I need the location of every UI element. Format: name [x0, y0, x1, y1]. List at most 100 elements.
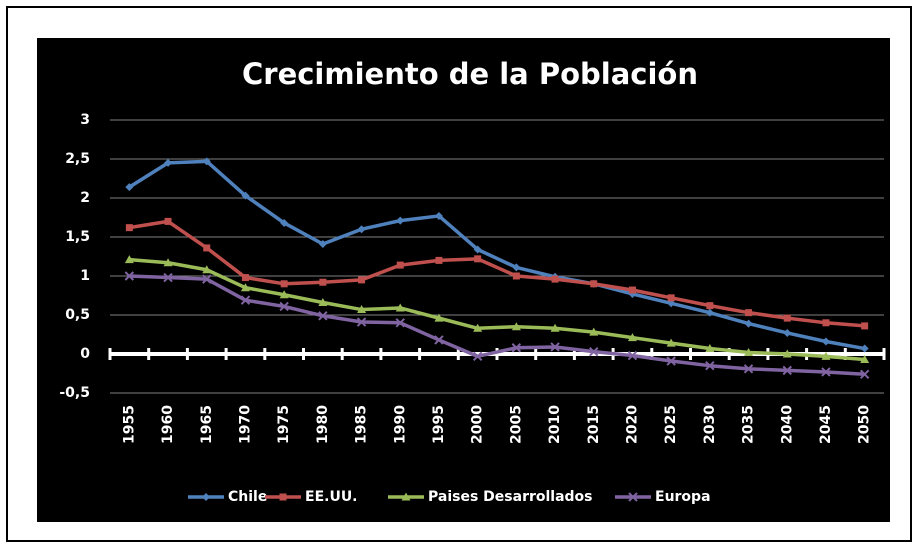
legend-label: Chile: [228, 489, 267, 505]
legend-label: Europa: [655, 489, 711, 505]
marker: [511, 322, 521, 331]
marker: [590, 280, 598, 288]
y-tick-label: 3: [80, 112, 90, 128]
marker: [705, 308, 714, 317]
x-tick-label: 2015: [586, 405, 602, 444]
legend-label: Paises Desarrollados: [428, 489, 593, 505]
x-tick-label: 2025: [663, 405, 679, 444]
marker: [163, 258, 173, 267]
marker: [783, 328, 792, 337]
marker: [202, 274, 212, 284]
marker: [241, 274, 249, 282]
marker: [859, 369, 870, 379]
marker: [473, 323, 483, 332]
marker: [434, 335, 444, 345]
y-tick-label: 2,5: [65, 151, 90, 167]
marker: [666, 356, 676, 366]
marker: [473, 245, 482, 254]
x-tick-label: 2020: [624, 405, 640, 444]
series-line: [129, 257, 865, 362]
marker: [783, 314, 791, 322]
marker: [202, 265, 212, 274]
marker: [163, 272, 173, 283]
marker: [203, 244, 211, 252]
chart-title: Crecimiento de la Población: [242, 57, 698, 91]
legend-label: EE.UU.: [305, 489, 358, 505]
y-tick-label: 1,5: [65, 229, 90, 245]
y-tick-label: 2: [80, 190, 90, 206]
marker: [125, 183, 134, 192]
marker: [319, 278, 327, 286]
marker: [627, 350, 638, 361]
marker: [240, 295, 251, 305]
marker: [164, 217, 172, 225]
marker: [743, 364, 754, 374]
marker: [202, 157, 211, 166]
y-tick-label: 0,5: [65, 307, 90, 323]
marker: [745, 309, 753, 317]
series-line: [128, 159, 865, 351]
marker: [550, 323, 560, 332]
marker: [860, 344, 869, 353]
marker: [511, 343, 522, 353]
marker: [434, 313, 444, 322]
marker: [705, 344, 715, 353]
marker: [627, 333, 637, 342]
x-tick-label: 1975: [276, 405, 292, 444]
marker: [782, 365, 792, 376]
y-tick-label: -0,5: [59, 385, 90, 401]
marker: [472, 351, 483, 362]
x-tick-label: 2040: [779, 405, 795, 444]
marker: [318, 311, 328, 321]
marker: [551, 275, 559, 283]
x-tick-label: 2005: [508, 405, 524, 444]
marker: [666, 338, 676, 347]
marker: [240, 283, 250, 292]
marker: [589, 327, 599, 336]
marker: [628, 492, 638, 502]
marker: [706, 302, 714, 310]
marker: [860, 354, 870, 363]
x-tick-label: 2045: [818, 405, 834, 444]
marker: [280, 218, 289, 227]
marker: [628, 286, 636, 294]
marker: [821, 367, 831, 377]
marker: [125, 224, 133, 232]
x-tick-label: 2035: [741, 405, 757, 444]
x-tick-label: 2030: [702, 405, 718, 444]
marker: [318, 240, 327, 249]
marker: [395, 303, 405, 312]
marker: [124, 255, 134, 264]
marker: [241, 191, 250, 200]
series-line: [129, 219, 865, 328]
marker: [356, 317, 367, 327]
x-tick-label: 1965: [199, 405, 215, 444]
marker: [434, 211, 443, 220]
marker: [357, 305, 367, 314]
marker: [202, 493, 210, 501]
marker: [782, 349, 792, 358]
x-tick-label: 1995: [431, 405, 447, 444]
x-tick-label: 2050: [857, 405, 873, 444]
marker: [279, 290, 289, 299]
x-tick-label: 2000: [470, 405, 486, 444]
marker: [435, 256, 443, 264]
marker: [861, 322, 869, 330]
x-tick-label: 1955: [121, 405, 137, 444]
y-tick-label: 0: [80, 346, 90, 362]
marker: [550, 342, 560, 352]
marker: [279, 493, 287, 501]
marker: [357, 225, 366, 234]
marker: [358, 276, 366, 284]
x-tick-label: 2010: [547, 405, 563, 444]
marker: [512, 263, 521, 272]
marker: [396, 216, 405, 225]
marker: [667, 294, 675, 302]
marker: [589, 346, 599, 357]
marker: [164, 158, 173, 167]
y-tick-label: 1: [80, 268, 90, 284]
marker: [512, 272, 520, 280]
marker: [705, 360, 715, 371]
marker: [744, 347, 754, 356]
marker: [474, 255, 482, 263]
